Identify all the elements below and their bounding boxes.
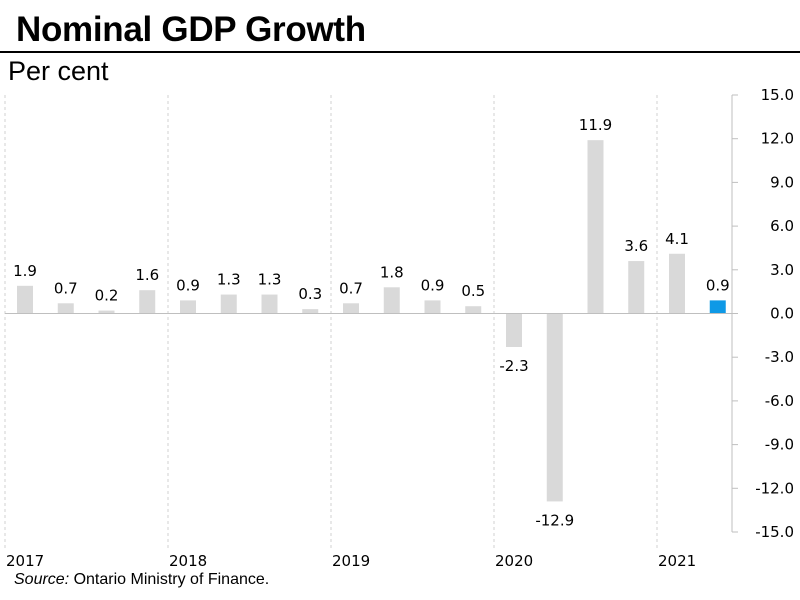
- source-text: Ontario Ministry of Finance.: [69, 571, 270, 588]
- data-labels: 1.9 0.7 0.2 1.6 0.9 1.3 1.3 0.3 0.7 1.8 0.9 0.5 -2.3…: [13, 116, 730, 529]
- data-label: 0.5: [461, 282, 485, 300]
- bar-2020-q1: [506, 313, 522, 348]
- x-year-label: 2018: [169, 552, 207, 570]
- data-label: 0.9: [706, 276, 730, 294]
- bar-2018-q3: [261, 294, 278, 314]
- bar-2017-q2: [57, 303, 74, 314]
- data-label: 1.9: [13, 262, 37, 280]
- bar-series: [17, 140, 726, 502]
- y-tick-label: 9.0: [770, 173, 794, 191]
- y-tick-label: 12.0: [761, 130, 794, 148]
- data-label: 0.9: [176, 276, 200, 294]
- x-year-label: 2017: [6, 552, 44, 570]
- data-label: -2.3: [499, 357, 528, 375]
- bar-2019-q4: [465, 306, 482, 314]
- bar-2019-q1: [343, 303, 359, 314]
- data-label: -12.9: [535, 511, 574, 529]
- title-divider: [0, 51, 800, 53]
- bar-2018-q4: [302, 309, 319, 314]
- bar-2021-q2: [709, 300, 726, 314]
- bar-2017-q1: [17, 285, 33, 314]
- bar-2020-q2: [546, 313, 563, 502]
- bar-2017-q4: [139, 290, 156, 314]
- source-label: Source:: [14, 571, 70, 588]
- data-label: 1.3: [258, 271, 282, 289]
- data-label: 4.1: [665, 230, 689, 248]
- data-label: 1.6: [135, 266, 159, 284]
- year-grid-lines: [4, 95, 658, 550]
- bar-2018-q2: [220, 294, 237, 314]
- data-label: 3.6: [624, 237, 648, 255]
- x-year-label: 2021: [658, 552, 696, 570]
- x-year-label: 2019: [332, 552, 370, 570]
- source-note: Source: Ontario Ministry of Finance.: [14, 571, 269, 589]
- data-label: 0.3: [298, 285, 322, 303]
- y-tick-label: 0.0: [770, 305, 794, 323]
- y-axis-ticks: 15.0 12.0 9.0 6.0 3.0 0.0 -3.0 -6.0 -9.0 -12.0 -15…: [732, 86, 794, 541]
- y-tick-label: -12.0: [755, 479, 794, 497]
- y-tick-label: -3.0: [765, 348, 794, 366]
- data-label: 0.9: [421, 276, 445, 294]
- y-axis-unit-label: Per cent: [8, 56, 109, 86]
- bar-2018-q1: [180, 300, 196, 314]
- chart-title: Nominal GDP Growth: [16, 10, 366, 49]
- y-tick-label: -9.0: [765, 436, 794, 454]
- data-label: 11.9: [579, 116, 612, 134]
- bar-2017-q3: [98, 310, 115, 314]
- data-label: 1.3: [217, 271, 241, 289]
- y-tick-label: -15.0: [755, 523, 794, 541]
- bar-2020-q3: [587, 140, 604, 314]
- bar-2019-q2: [383, 287, 400, 314]
- data-label: 0.7: [54, 279, 78, 297]
- bar-2019-q3: [424, 300, 441, 314]
- bar-2020-q4: [628, 261, 645, 314]
- y-tick-label: 6.0: [770, 217, 794, 235]
- x-year-label: 2020: [495, 552, 533, 570]
- y-tick-label: 3.0: [770, 261, 794, 279]
- bar-2021-q1: [669, 253, 685, 314]
- data-label: 0.2: [95, 287, 119, 305]
- y-tick-label: -6.0: [765, 392, 794, 410]
- x-axis-year-labels: 2017 2018 2019 2020 2021: [6, 552, 696, 570]
- y-tick-label: 15.0: [761, 86, 794, 104]
- data-label: 1.8: [380, 263, 404, 281]
- data-label: 0.7: [339, 279, 363, 297]
- axes: [5, 95, 733, 532]
